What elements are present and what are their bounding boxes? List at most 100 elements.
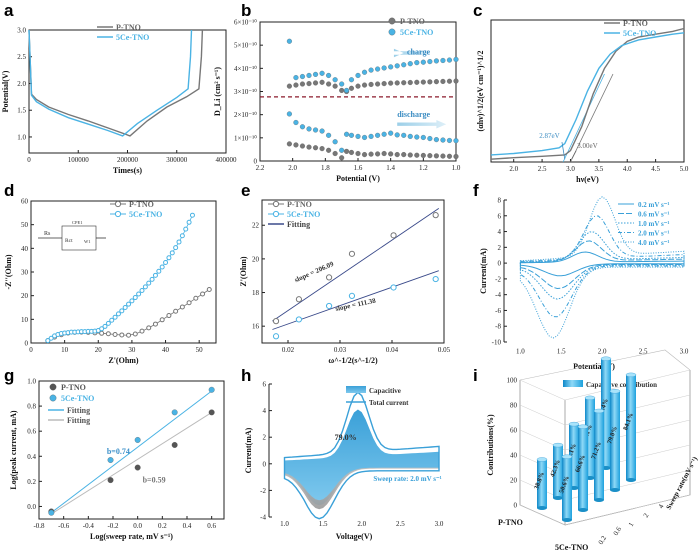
panel-b-legend-ptno-swatch: [388, 17, 396, 25]
panel-g-legend-fit-ptno: Fitting: [67, 416, 90, 425]
panel-h-y-tick-label: -4: [260, 514, 266, 522]
panel-g-legend-ptno-swatch: [49, 383, 57, 391]
panel-d-point: [105, 331, 111, 337]
panel-b-discharge-point: [394, 132, 400, 138]
panel-b-discharge-point: [319, 128, 325, 134]
panel-c: 2.0 2.5 3.0 3.5 4.0 4.5 5.0 hν(eV) (αhν)^1/2(eV …: [476, 19, 689, 184]
panel-e: 0.02 0.03 0.04 0.05 16 18 20 22 ω^-1/2(s^-1/2) Z'…: [239, 199, 451, 365]
panel-b-charge-point: [299, 81, 306, 87]
panel-b-charge-point: [401, 80, 407, 86]
panel-b-discharge-point: [420, 152, 426, 158]
panel-f-legend-label: 4.0 mV s⁻¹: [638, 239, 670, 247]
panel-h-percent-label: 79.0%: [335, 433, 357, 442]
panel-b-charge-point: [286, 38, 292, 44]
panel-i-bar-top: [593, 408, 605, 414]
panel-g-x-tick-label: -0.6: [58, 522, 70, 530]
panel-f-x-tick-label: 1.0: [516, 347, 525, 355]
panel-b-charge-point: [453, 78, 459, 84]
panel-e-point: [432, 212, 439, 219]
panel-d-point: [179, 304, 185, 310]
panel-b-charge-point: [326, 81, 332, 87]
panel-b-discharge-point: [381, 131, 387, 137]
panel-b-discharge-point: [299, 143, 306, 149]
panel-b-charge-point: [440, 57, 446, 64]
panel-d-y-tick-label: 10: [21, 316, 29, 324]
panel-i-bar-base: [626, 478, 636, 482]
panel-i-bar-top: [561, 454, 573, 459]
panel-letter-d: d: [4, 181, 14, 200]
panel-b-charge-point: [368, 81, 374, 87]
panel-letter-g: g: [4, 366, 14, 385]
panel-b-charge-point: [368, 67, 374, 73]
panel-b-charge-point: [394, 63, 400, 69]
panel-b-charge-point: [388, 80, 394, 86]
panel-f-legend-label: 2.0 mV s⁻¹: [638, 230, 670, 238]
panel-b-legend-ptno: P-TNO: [400, 17, 425, 26]
panel-e-legend-ce: 5Ce-TNO: [287, 210, 320, 219]
panel-b-discharge-point: [427, 153, 433, 159]
panel-g-point-ce: [208, 386, 215, 393]
panel-b-charge-point: [339, 87, 345, 93]
panel-d-point: [109, 317, 115, 323]
panel-f-y-tick-label: -6: [495, 307, 501, 315]
panel-a-y-tick-label: 3.0: [17, 27, 26, 35]
panel-i-z-tick-label: 80: [510, 402, 518, 410]
panel-d-x-tick-label: 10: [61, 346, 69, 354]
panel-b-discharge-point: [453, 153, 459, 160]
panel-h-x-axis-label: Voltage(V): [336, 532, 373, 541]
panel-d-point: [99, 326, 105, 332]
panel-d-point: [132, 295, 138, 301]
panel-d-legend-ce: 5Ce-TNO: [129, 210, 162, 219]
panel-g-point-ce: [48, 509, 55, 516]
panel-h-x-tick-label: 2.0: [357, 520, 366, 528]
panel-g-point-ce: [107, 457, 114, 463]
panel-f-x-tick-label: 2.5: [639, 347, 648, 355]
panel-b-discharge-point: [326, 132, 332, 138]
panel-c-annotation-ce: 2.87eV: [539, 132, 559, 140]
panel-e-y-axis-label: Z'(Ohm): [239, 256, 248, 287]
panel-b-discharge-point: [312, 145, 319, 151]
panel-b-charge-point: [361, 82, 368, 88]
panel-b-charge-point: [348, 77, 355, 83]
panel-i-grid-right: [564, 494, 691, 526]
panel-e-fit-line: [272, 208, 440, 322]
panel-e-point: [390, 232, 397, 239]
panel-b-y-axis-label: D_Li (cm² s⁻¹): [213, 67, 222, 116]
panel-d-point: [200, 291, 206, 297]
panel-b-charge-point: [332, 77, 338, 83]
panel-h-x-tick-label: 2.5: [396, 520, 405, 528]
panel-d-legend-ptno: P-TNO: [129, 200, 154, 209]
panel-b-discharge-point: [407, 152, 413, 158]
panel-d-point: [142, 284, 148, 290]
panel-i-grid-left: [519, 504, 566, 526]
panel-c-x-tick-label: 4.0: [623, 165, 632, 173]
panel-e-point: [325, 274, 333, 281]
panel-b-charge-label: charge: [407, 48, 431, 57]
panel-c-y-axis-label: (αhν)^1/2(eV cm⁻¹)^1/2: [476, 51, 485, 132]
panel-f-x-tick-label: 1.5: [557, 347, 566, 355]
panel-i-bar-top: [609, 389, 621, 394]
panel-d-y-tick-label: 60: [21, 198, 29, 206]
panel-c-annotation-ce-leader: [561, 142, 566, 160]
panel-a-y-tick-label: 2.5: [17, 53, 26, 61]
panel-b-charge-point: [420, 59, 426, 65]
panel-a-y-tick-label: 1.5: [17, 107, 26, 115]
panel-i-bar-top: [577, 424, 589, 429]
panel-i-bar-base: [594, 498, 604, 502]
panel-b-charge-point: [453, 56, 459, 62]
panel-g-point-ptno: [208, 409, 215, 416]
panel-i-z-tick-label: 20: [510, 477, 518, 485]
panel-a-legend-ce: 5Ce-TNO: [116, 33, 149, 42]
panel-g-legend-fit-ce: Fitting: [67, 406, 90, 415]
panel-i-bar-base: [553, 496, 563, 500]
panel-d-point: [159, 317, 165, 323]
panel-f-y-tick-label: -8: [495, 323, 501, 331]
panel-b-discharge-point: [361, 152, 368, 158]
panel-d-series-line: [47, 215, 193, 341]
panel-h-legend-capacitive: Capacitive: [369, 387, 401, 395]
panel-b-charge-point: [293, 75, 299, 81]
panel-c-annotation-ptno-leader: [571, 150, 577, 160]
panel-i-bar-base: [610, 488, 620, 492]
panel-g-x-tick-label: 0.6: [207, 522, 216, 530]
panel-a-series-line: [28, 29, 204, 137]
